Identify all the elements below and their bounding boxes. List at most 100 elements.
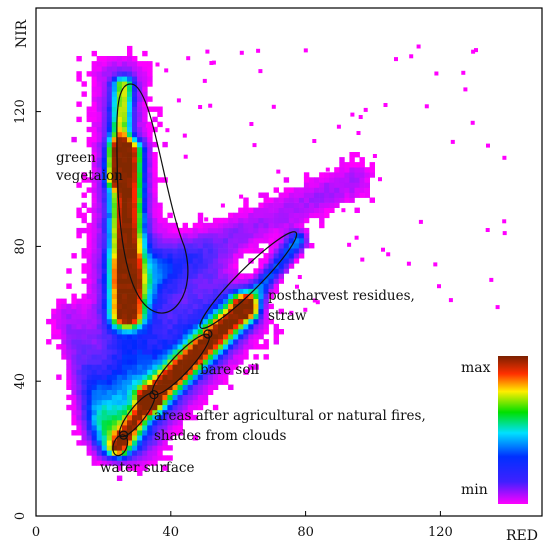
density-cell xyxy=(147,131,153,138)
density-cell xyxy=(91,106,97,112)
density-cell xyxy=(137,126,143,133)
density-cell xyxy=(167,394,173,401)
density-cell xyxy=(137,197,143,203)
density-cell xyxy=(137,283,143,289)
density-cell xyxy=(127,334,133,340)
density-cell xyxy=(223,334,229,340)
density-cell xyxy=(106,126,113,133)
density-cell xyxy=(162,339,168,345)
density-cell xyxy=(147,258,153,264)
density-cell xyxy=(268,232,274,239)
density-cell xyxy=(111,172,118,178)
outlier-point xyxy=(356,131,361,135)
density-cell xyxy=(283,232,290,239)
density-cell xyxy=(132,116,138,123)
density-cell xyxy=(339,177,345,183)
density-cell xyxy=(127,389,133,395)
density-cell xyxy=(207,238,214,244)
density-cell xyxy=(106,212,113,219)
density-cell xyxy=(111,394,118,401)
density-cell xyxy=(218,359,224,365)
density-cell xyxy=(228,293,234,299)
density-cell xyxy=(142,136,148,143)
density-cell xyxy=(137,323,143,330)
density-cell xyxy=(218,323,224,330)
density-cell xyxy=(223,263,229,269)
density-cell xyxy=(334,202,340,208)
density-cell xyxy=(127,253,133,259)
density-cell xyxy=(258,227,264,234)
density-cell xyxy=(233,293,239,299)
density-cell xyxy=(187,414,194,421)
density-cell xyxy=(127,217,133,224)
density-cell xyxy=(197,232,204,239)
density-cell xyxy=(137,344,143,350)
density-cell xyxy=(111,455,118,461)
density-cell xyxy=(96,414,103,421)
density-cell xyxy=(258,273,264,279)
density-cell xyxy=(96,126,103,133)
density-cell xyxy=(177,409,183,416)
density-cell xyxy=(167,420,173,426)
density-cell xyxy=(212,243,219,249)
density-cell xyxy=(101,192,108,198)
density-cell xyxy=(142,445,148,451)
outlier-point xyxy=(336,124,341,129)
density-cell xyxy=(349,162,355,168)
density-cell xyxy=(172,293,178,299)
density-cell xyxy=(132,147,138,153)
density-cell xyxy=(359,167,365,173)
density-cell xyxy=(132,76,138,82)
density-cell xyxy=(152,399,158,406)
density-cell xyxy=(111,298,118,304)
outlier-point xyxy=(243,203,248,208)
density-cell xyxy=(91,243,97,249)
density-cell xyxy=(111,152,118,158)
density-cell xyxy=(152,435,158,441)
density-cell xyxy=(248,258,254,264)
density-cell xyxy=(258,222,264,229)
outlier-point xyxy=(186,56,191,61)
density-cell xyxy=(248,212,254,219)
density-cell xyxy=(238,354,244,360)
density-cell xyxy=(197,303,204,310)
density-cell xyxy=(212,369,219,375)
density-cell xyxy=(96,268,103,274)
density-cell xyxy=(182,263,188,269)
cluster-label: bare soil xyxy=(200,362,259,378)
density-cell xyxy=(202,253,209,259)
density-cell xyxy=(263,339,269,345)
density-cell xyxy=(106,71,113,77)
density-cell xyxy=(86,344,92,350)
density-cell xyxy=(91,86,97,92)
density-cell xyxy=(66,364,72,370)
density-cell xyxy=(177,248,183,254)
density-cell xyxy=(127,414,133,421)
density-cell xyxy=(142,359,148,365)
density-cell xyxy=(137,409,143,416)
density-cell xyxy=(228,298,234,304)
density-layer xyxy=(46,44,507,481)
density-cell xyxy=(147,273,153,279)
density-cell xyxy=(101,207,108,213)
density-cell xyxy=(116,192,123,198)
density-cell xyxy=(228,369,234,375)
density-cell xyxy=(212,404,219,411)
density-cell xyxy=(71,318,77,325)
density-cell xyxy=(152,227,158,234)
density-cell xyxy=(303,232,310,239)
transition-point xyxy=(149,390,159,400)
density-cell xyxy=(81,414,87,421)
density-cell xyxy=(91,177,97,183)
density-cell xyxy=(142,389,148,395)
density-cell xyxy=(127,177,133,183)
density-cell xyxy=(197,359,204,365)
density-cell xyxy=(147,308,153,315)
density-cell xyxy=(91,409,97,416)
density-cell xyxy=(132,197,138,203)
density-cell xyxy=(223,379,229,385)
density-cell xyxy=(238,349,244,355)
density-cell xyxy=(273,187,279,193)
density-cell xyxy=(152,273,158,279)
density-cell xyxy=(192,288,199,294)
